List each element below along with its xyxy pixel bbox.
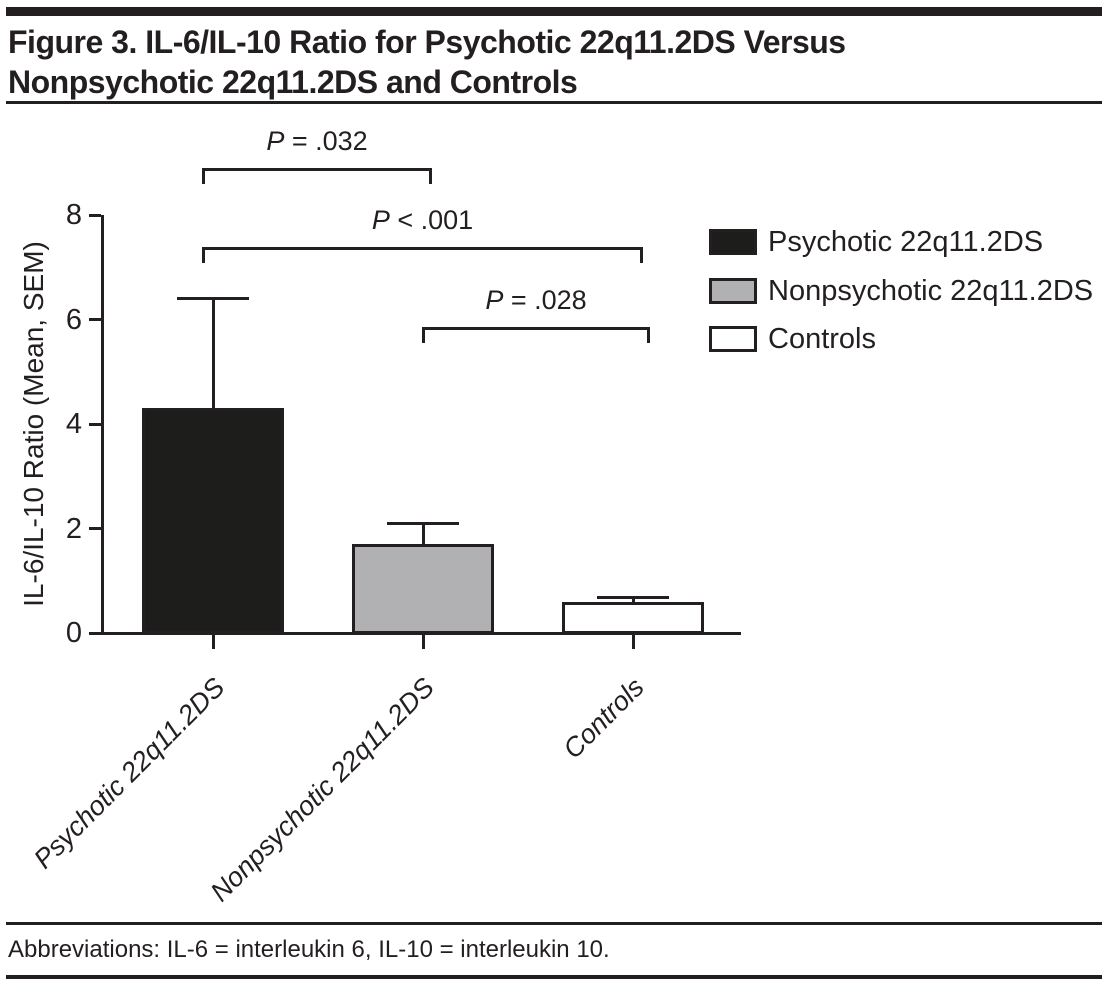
header-bottom-rule — [6, 101, 1102, 104]
figure-title-line2: Nonpsychotic 22q11.2DS and Controls — [8, 64, 578, 100]
sig-bracket-end-left — [422, 327, 425, 343]
sig-bracket-end-right — [647, 327, 650, 343]
figure-title: Figure 3. IL-6/IL-10 Ratio for Psychotic… — [8, 22, 846, 102]
sig-bracket-end-left — [202, 247, 205, 263]
error-bar-cap — [387, 521, 459, 525]
x-tick — [631, 634, 635, 649]
figure-title-line1: Figure 3. IL-6/IL-10 Ratio for Psychotic… — [8, 24, 846, 60]
header-top-rule — [6, 7, 1102, 16]
y-axis — [101, 215, 104, 635]
bar-nonpsychotic-22q11-2ds — [352, 544, 494, 634]
legend-swatch-psychotic-22q11-2ds — [709, 229, 757, 255]
error-bar-cap — [597, 596, 669, 600]
y-tick-label: 6 — [65, 303, 82, 336]
legend-label-controls: Controls — [768, 323, 876, 355]
legend-swatch-controls — [709, 326, 757, 352]
y-tick — [89, 422, 101, 426]
y-tick-label: 0 — [65, 617, 82, 649]
error-bar-stem — [211, 298, 215, 409]
sig-bracket-end-right — [640, 247, 643, 263]
bar-chart: 0 2 4 6 8 IL-6/IL-10 Ratio (Mean, SEM) Psychot… — [18, 126, 1094, 908]
legend-label-psychotic-22q11-2ds: Psychotic 22q11.2DS — [768, 226, 1044, 258]
y-tick-label: 2 — [65, 512, 82, 545]
sig-bracket-bar — [202, 247, 643, 250]
p-value-label: P < .001 — [371, 205, 474, 235]
legend-label-nonpsychotic-22q11-2ds: Nonpsychotic 22q11.2DS — [768, 275, 1094, 307]
error-bar-stem — [631, 597, 635, 602]
footer-top-rule — [6, 922, 1102, 925]
error-bar-stem — [421, 523, 425, 545]
footer-bottom-rule — [6, 975, 1102, 979]
y-tick-label: 8 — [65, 199, 82, 231]
sig-bracket-end-right — [429, 168, 432, 184]
x-category-label-psychotic-22q11-2ds: Psychotic 22q11.2DS — [27, 672, 231, 875]
bar-controls — [562, 601, 704, 634]
p-value-label: P = .032 — [266, 126, 368, 156]
y-tick — [89, 631, 101, 635]
error-bar-cap — [177, 297, 249, 301]
sig-bracket-bar — [422, 327, 650, 330]
bar-psychotic-22q11-2ds — [142, 408, 284, 634]
x-category-label-nonpsychotic-22q11-2ds: Nonpsychotic 22q11.2DS — [204, 672, 441, 908]
y-tick — [89, 318, 101, 321]
x-category-label-controls: Controls — [557, 672, 651, 765]
x-tick — [421, 634, 425, 649]
sig-bracket-bar — [202, 168, 432, 171]
y-axis-title: IL-6/IL-10 Ratio (Mean, SEM) — [18, 241, 49, 607]
x-tick — [211, 634, 215, 649]
y-tick-label: 4 — [65, 408, 82, 440]
p-value-label: P = .028 — [485, 285, 587, 315]
sig-bracket-end-left — [202, 168, 205, 184]
abbreviations-note: Abbreviations: IL-6 = interleukin 6, IL-… — [8, 936, 610, 963]
y-tick — [89, 527, 101, 530]
legend-swatch-nonpsychotic-22q11-2ds — [709, 278, 757, 304]
y-tick — [89, 213, 101, 217]
